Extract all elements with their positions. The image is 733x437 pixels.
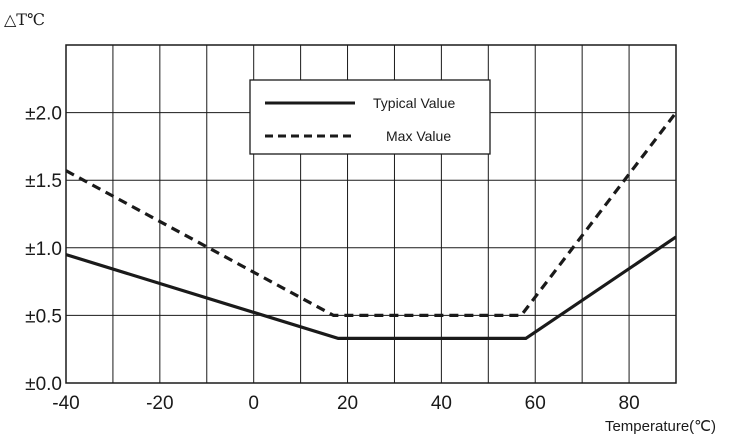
legend-label-typical: Typical Value xyxy=(373,95,455,111)
y-tick-label: ±1.5 xyxy=(25,171,62,192)
legend-box xyxy=(249,79,491,155)
legend: Typical Value Max Value xyxy=(249,79,491,155)
x-tick-label: 20 xyxy=(337,393,358,414)
y-axis-title: △T℃ xyxy=(4,10,45,29)
x-tick-label: 60 xyxy=(525,393,546,414)
x-axis-title: Temperature(℃) xyxy=(605,418,716,435)
plot-frame xyxy=(65,44,677,384)
x-tick-label: -40 xyxy=(52,393,79,414)
series-line-typical xyxy=(66,235,676,340)
y-tick-label: ±1.0 xyxy=(25,239,62,260)
y-tick-label: ±0.0 xyxy=(25,374,62,395)
x-tick-label: -20 xyxy=(146,393,173,414)
series-layer xyxy=(66,111,676,340)
legend-label-max: Max Value xyxy=(386,128,451,144)
x-tick-label: 0 xyxy=(248,393,259,414)
x-tick-label: 80 xyxy=(619,393,640,414)
y-tick-label: ±2.0 xyxy=(25,104,62,125)
x-tick-labels: -40 -20 0 20 40 60 80 xyxy=(52,393,639,414)
x-tick-label: 40 xyxy=(431,393,452,414)
series-line-max xyxy=(66,111,676,317)
y-tick-labels: ±0.0 ±0.5 ±1.0 ±1.5 ±2.0 xyxy=(25,104,62,395)
y-tick-label: ±0.5 xyxy=(25,306,62,327)
